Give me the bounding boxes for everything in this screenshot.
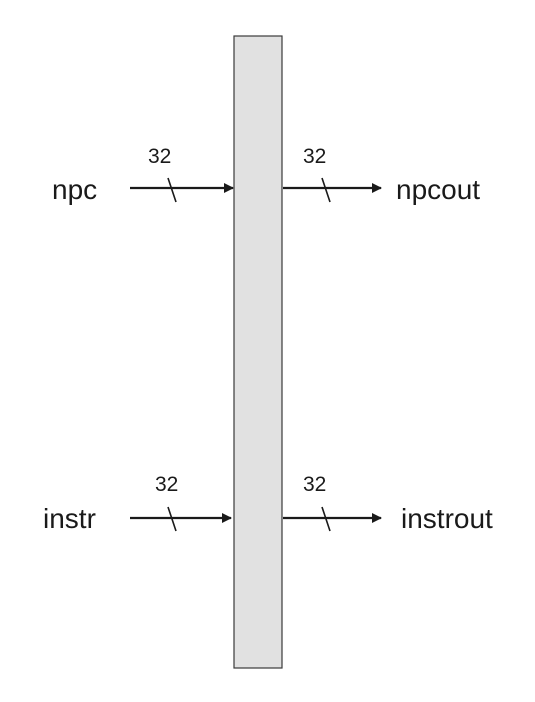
npc-input-bus-slash — [167, 177, 177, 203]
instr-input-label: instr — [43, 503, 96, 534]
npcout-bus-slash — [321, 177, 331, 203]
instrout-bus-slash — [321, 506, 331, 532]
instrout-width-label: 32 — [303, 473, 326, 496]
npc-input-label: npc — [52, 174, 97, 205]
instrout-output-label: instrout — [401, 503, 493, 534]
instr-input-bus-slash — [167, 506, 177, 532]
npcout-width-label: 32 — [303, 145, 326, 168]
npc-input-width-label: 32 — [148, 145, 171, 168]
npcout-output-label: npcout — [396, 174, 480, 205]
pipeline-register-block — [233, 35, 283, 669]
instr-input-width-label: 32 — [155, 473, 178, 496]
